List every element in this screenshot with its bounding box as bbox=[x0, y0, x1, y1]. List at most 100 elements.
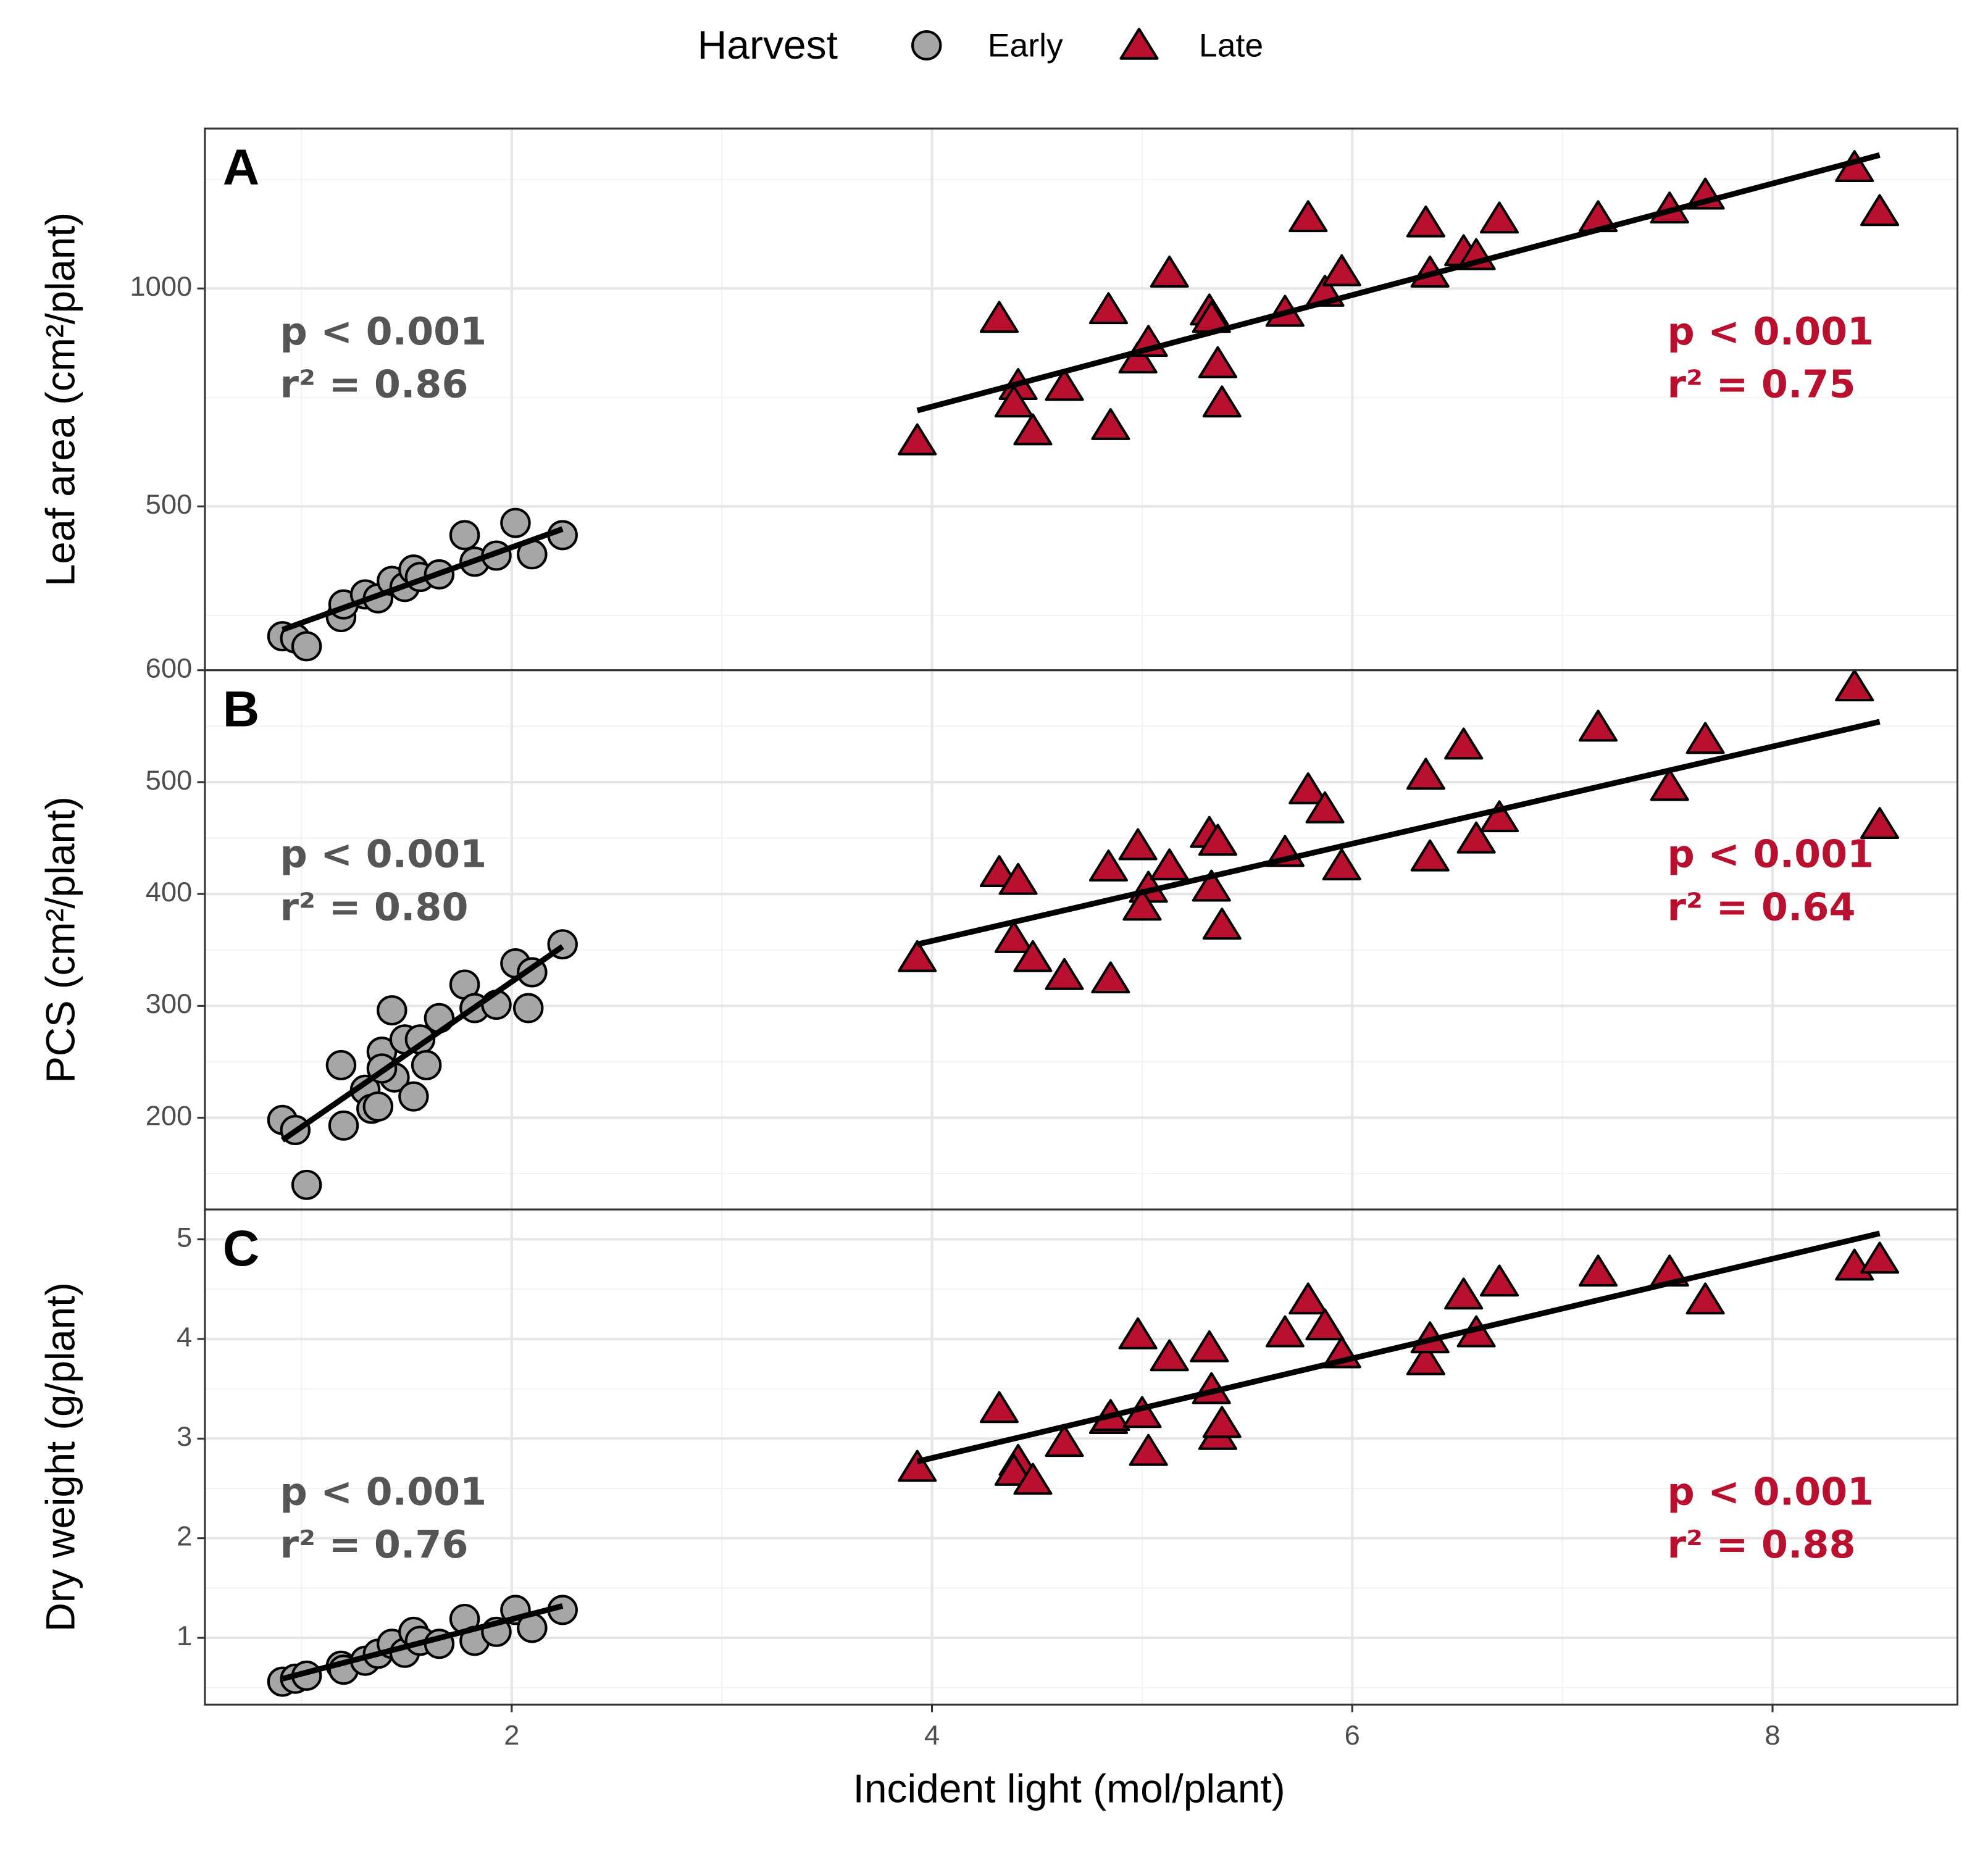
point bbox=[1045, 369, 1084, 401]
point bbox=[1406, 757, 1445, 790]
y-tick-label: 2 bbox=[177, 1520, 192, 1552]
y-axis-title: PCS (cm²/plant) bbox=[38, 796, 83, 1083]
point bbox=[1835, 670, 1874, 702]
y-axis-title: Dry weight (g/plant) bbox=[38, 1282, 83, 1632]
point bbox=[994, 1454, 1034, 1486]
point bbox=[1288, 772, 1328, 804]
fit-line bbox=[282, 1603, 564, 1682]
point bbox=[1013, 413, 1053, 446]
point bbox=[398, 1081, 429, 1112]
fit-line bbox=[281, 526, 564, 633]
annotation: r² = 0.80 bbox=[280, 885, 469, 930]
point bbox=[1045, 1425, 1084, 1458]
legend-title: Harvest bbox=[698, 22, 838, 67]
point bbox=[1322, 254, 1361, 286]
y-tick-label: 4 bbox=[177, 1321, 192, 1353]
panel-border bbox=[204, 1208, 1959, 1706]
y-tick-label: 1000 bbox=[130, 270, 192, 302]
legend-marker bbox=[911, 30, 942, 60]
point bbox=[1860, 194, 1900, 227]
y-tick-label: 5 bbox=[177, 1222, 192, 1253]
fit-line bbox=[916, 152, 1881, 414]
annotation: p < 0.001 bbox=[1668, 832, 1874, 877]
x-tick-label: 2 bbox=[504, 1719, 519, 1751]
y-tick-label: 300 bbox=[146, 988, 193, 1019]
annotation: p < 0.001 bbox=[1668, 1470, 1874, 1514]
point bbox=[898, 1449, 937, 1482]
point bbox=[1406, 205, 1445, 238]
point bbox=[1444, 1277, 1484, 1310]
point bbox=[1150, 848, 1189, 881]
point bbox=[1198, 346, 1237, 378]
point bbox=[1456, 821, 1496, 854]
point bbox=[979, 1391, 1019, 1424]
annotation: r² = 0.86 bbox=[280, 362, 469, 407]
point bbox=[1118, 1317, 1158, 1349]
panel-background bbox=[204, 670, 1958, 1210]
point bbox=[449, 520, 480, 551]
point bbox=[1045, 957, 1084, 990]
point bbox=[1202, 385, 1242, 418]
point bbox=[1479, 201, 1519, 234]
point bbox=[1406, 1343, 1445, 1375]
point bbox=[377, 995, 407, 1026]
x-tick-label: 6 bbox=[1345, 1719, 1360, 1751]
point bbox=[1129, 1433, 1168, 1466]
point bbox=[1202, 907, 1242, 940]
annotation: p < 0.001 bbox=[280, 832, 487, 877]
point bbox=[328, 1110, 359, 1141]
x-tick-label: 8 bbox=[1765, 1719, 1780, 1751]
point bbox=[1578, 709, 1618, 742]
point bbox=[1305, 791, 1345, 824]
legend-label: Early bbox=[988, 28, 1063, 64]
annotation: p < 0.001 bbox=[280, 309, 487, 354]
point bbox=[1265, 1315, 1305, 1348]
point bbox=[898, 423, 937, 456]
point bbox=[979, 301, 1019, 333]
point bbox=[1685, 1282, 1725, 1315]
point bbox=[325, 1049, 357, 1080]
point bbox=[1150, 1339, 1189, 1372]
point bbox=[1091, 408, 1130, 440]
point bbox=[1305, 1308, 1345, 1341]
point bbox=[500, 507, 531, 538]
y-tick-label: 400 bbox=[146, 876, 193, 907]
point bbox=[1288, 1282, 1328, 1315]
point bbox=[1091, 961, 1130, 994]
annotation: p < 0.001 bbox=[1668, 309, 1874, 354]
point bbox=[1202, 1406, 1242, 1438]
point bbox=[1860, 1241, 1900, 1274]
point bbox=[362, 1091, 394, 1122]
y-tick-label: 500 bbox=[146, 488, 193, 520]
annotation: r² = 0.88 bbox=[1668, 1522, 1856, 1567]
x-axis-title: Incident light (mol/plant) bbox=[853, 1766, 1285, 1811]
point bbox=[898, 940, 937, 972]
point bbox=[1150, 255, 1189, 288]
point bbox=[1410, 839, 1450, 872]
panel bbox=[204, 1209, 1958, 1705]
fit-line bbox=[916, 1230, 1881, 1464]
point bbox=[1479, 1264, 1519, 1297]
y-tick-label: 600 bbox=[146, 653, 193, 684]
point bbox=[1118, 341, 1158, 373]
point bbox=[1444, 727, 1484, 760]
annotation: r² = 0.76 bbox=[280, 1522, 469, 1567]
point bbox=[1288, 200, 1328, 233]
panel-label: C bbox=[223, 1221, 260, 1277]
point bbox=[1122, 888, 1162, 921]
point bbox=[1190, 1330, 1229, 1362]
point bbox=[994, 385, 1034, 418]
point bbox=[994, 921, 1034, 953]
panel-label: B bbox=[223, 682, 260, 738]
panel bbox=[204, 670, 1958, 1210]
fit-line bbox=[916, 719, 1881, 948]
y-axis-title: Leaf area (cm²/plant) bbox=[38, 212, 83, 586]
annotation: r² = 0.75 bbox=[1668, 362, 1856, 407]
point bbox=[1192, 869, 1231, 902]
x-tick-label: 4 bbox=[924, 1719, 940, 1751]
point bbox=[411, 1049, 442, 1080]
point bbox=[1685, 722, 1725, 754]
point bbox=[291, 631, 322, 662]
